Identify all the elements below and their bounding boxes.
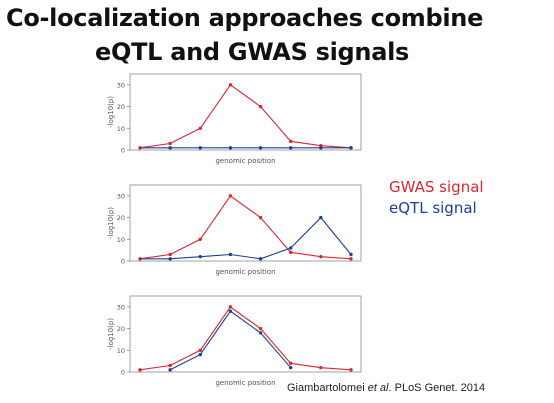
gwas-signal-point	[349, 368, 353, 372]
gwas-signal-line	[139, 84, 352, 149]
y-tick-label: 30	[117, 81, 125, 89]
chart-panel-top: 0 10 20 30 -log10(p) genomic position	[103, 70, 365, 180]
eqtl-signal-point	[198, 254, 202, 259]
eqtl-signal-point	[258, 146, 263, 150]
gwas-signal-point	[168, 363, 172, 368]
y-tick-label: 20	[117, 214, 125, 222]
gwas-signal-point	[228, 194, 233, 198]
slide-title-line-2: eQTL and GWAS signals	[95, 38, 410, 66]
y-tick-label: 10	[117, 236, 125, 244]
y-tick-label: 20	[117, 103, 125, 111]
citation-et-al: et al	[367, 382, 389, 394]
y-axis-label: -log10(p)	[107, 318, 115, 350]
eqtl-signal-point	[289, 246, 293, 250]
gwas-signal-point	[349, 257, 353, 261]
chart-panel-middle: 0 10 20 30 -log10(p) genomic position	[103, 181, 365, 291]
slide-title-line-1: Co-localization approaches combine	[6, 4, 484, 32]
eqtl-signal-point	[228, 146, 233, 150]
chart-middle: 0 10 20 30-log10(p) genomic position	[107, 184, 362, 276]
gwas-signal-point	[228, 83, 233, 87]
eqtl-signal-point	[168, 146, 172, 150]
gwas-signal-point	[289, 139, 293, 144]
gwas-signal-point	[198, 126, 202, 130]
gwas-signal-point	[168, 141, 172, 146]
y-tick-label: 20	[117, 325, 125, 333]
gwas-signal-point	[198, 237, 202, 241]
gwas-signal-line	[139, 195, 352, 260]
gwas-signal-point	[258, 104, 263, 109]
plot-frame	[129, 73, 362, 151]
citation-journal-year: . PLoS Genet. 2014	[388, 382, 486, 394]
gwas-signal-point	[228, 305, 233, 309]
plot-frame	[129, 184, 362, 262]
x-axis-label: genomic position	[215, 268, 275, 276]
citation: Giambartolomei et al. PLoS Genet. 2014	[287, 382, 485, 394]
eqtl-signal-line	[169, 310, 292, 371]
y-tick-label: 30	[117, 192, 125, 200]
x-axis-label: genomic position	[215, 157, 275, 165]
gwas-signal-point	[289, 361, 293, 366]
gwas-signal-point	[289, 250, 293, 255]
eqtl-signal-point	[319, 146, 323, 150]
eqtl-signal-point	[258, 257, 263, 261]
gwas-signal-point	[258, 215, 263, 220]
gwas-signal-point	[319, 254, 323, 259]
gwas-signal-point	[319, 365, 323, 370]
eqtl-signal-point	[168, 368, 172, 372]
eqtl-signal-point	[349, 146, 353, 150]
y-tick-label: 0	[121, 147, 125, 155]
gwas-signal-point	[258, 326, 263, 331]
eqtl-signal-point	[289, 146, 293, 150]
y-axis-label: -log10(p)	[107, 96, 115, 128]
chart-top: 0 10 20 30-log10(p) genomic position	[107, 73, 362, 165]
gwas-signal-point	[168, 252, 172, 257]
y-tick-label: 10	[117, 125, 125, 133]
eqtl-signal-line	[140, 216, 352, 260]
y-tick-label: 0	[121, 369, 125, 377]
gwas-signal-line	[139, 306, 352, 371]
eqtl-signal-point	[228, 309, 233, 313]
eqtl-signal-point	[319, 215, 323, 220]
chart-bottom: 0 10 20 30-log10(p) genomic position	[107, 295, 362, 387]
y-axis-label: -log10(p)	[107, 207, 115, 239]
legend-gwas-signal: GWAS signal	[389, 178, 484, 196]
eqtl-signal-point	[198, 146, 202, 150]
eqtl-signal-point	[228, 252, 233, 257]
y-tick-label: 10	[117, 347, 125, 355]
gwas-signal-point	[138, 368, 142, 372]
eqtl-signal-point	[258, 331, 263, 335]
chart-panel-bottom: 0 10 20 30 -log10(p) genomic position	[103, 292, 365, 402]
x-axis-label: genomic position	[215, 379, 275, 387]
eqtl-signal-point	[289, 365, 293, 370]
eqtl-signal-point	[349, 252, 353, 257]
gwas-signal-point	[198, 348, 202, 352]
plot-frame	[129, 295, 362, 373]
legend-eqtl-signal: eQTL signal	[389, 199, 477, 217]
citation-authors: Giambartolomei	[287, 382, 368, 394]
y-tick-label: 0	[121, 258, 125, 266]
eqtl-signal-point	[168, 257, 172, 261]
y-tick-label: 30	[117, 303, 125, 311]
eqtl-signal-point	[198, 352, 202, 357]
